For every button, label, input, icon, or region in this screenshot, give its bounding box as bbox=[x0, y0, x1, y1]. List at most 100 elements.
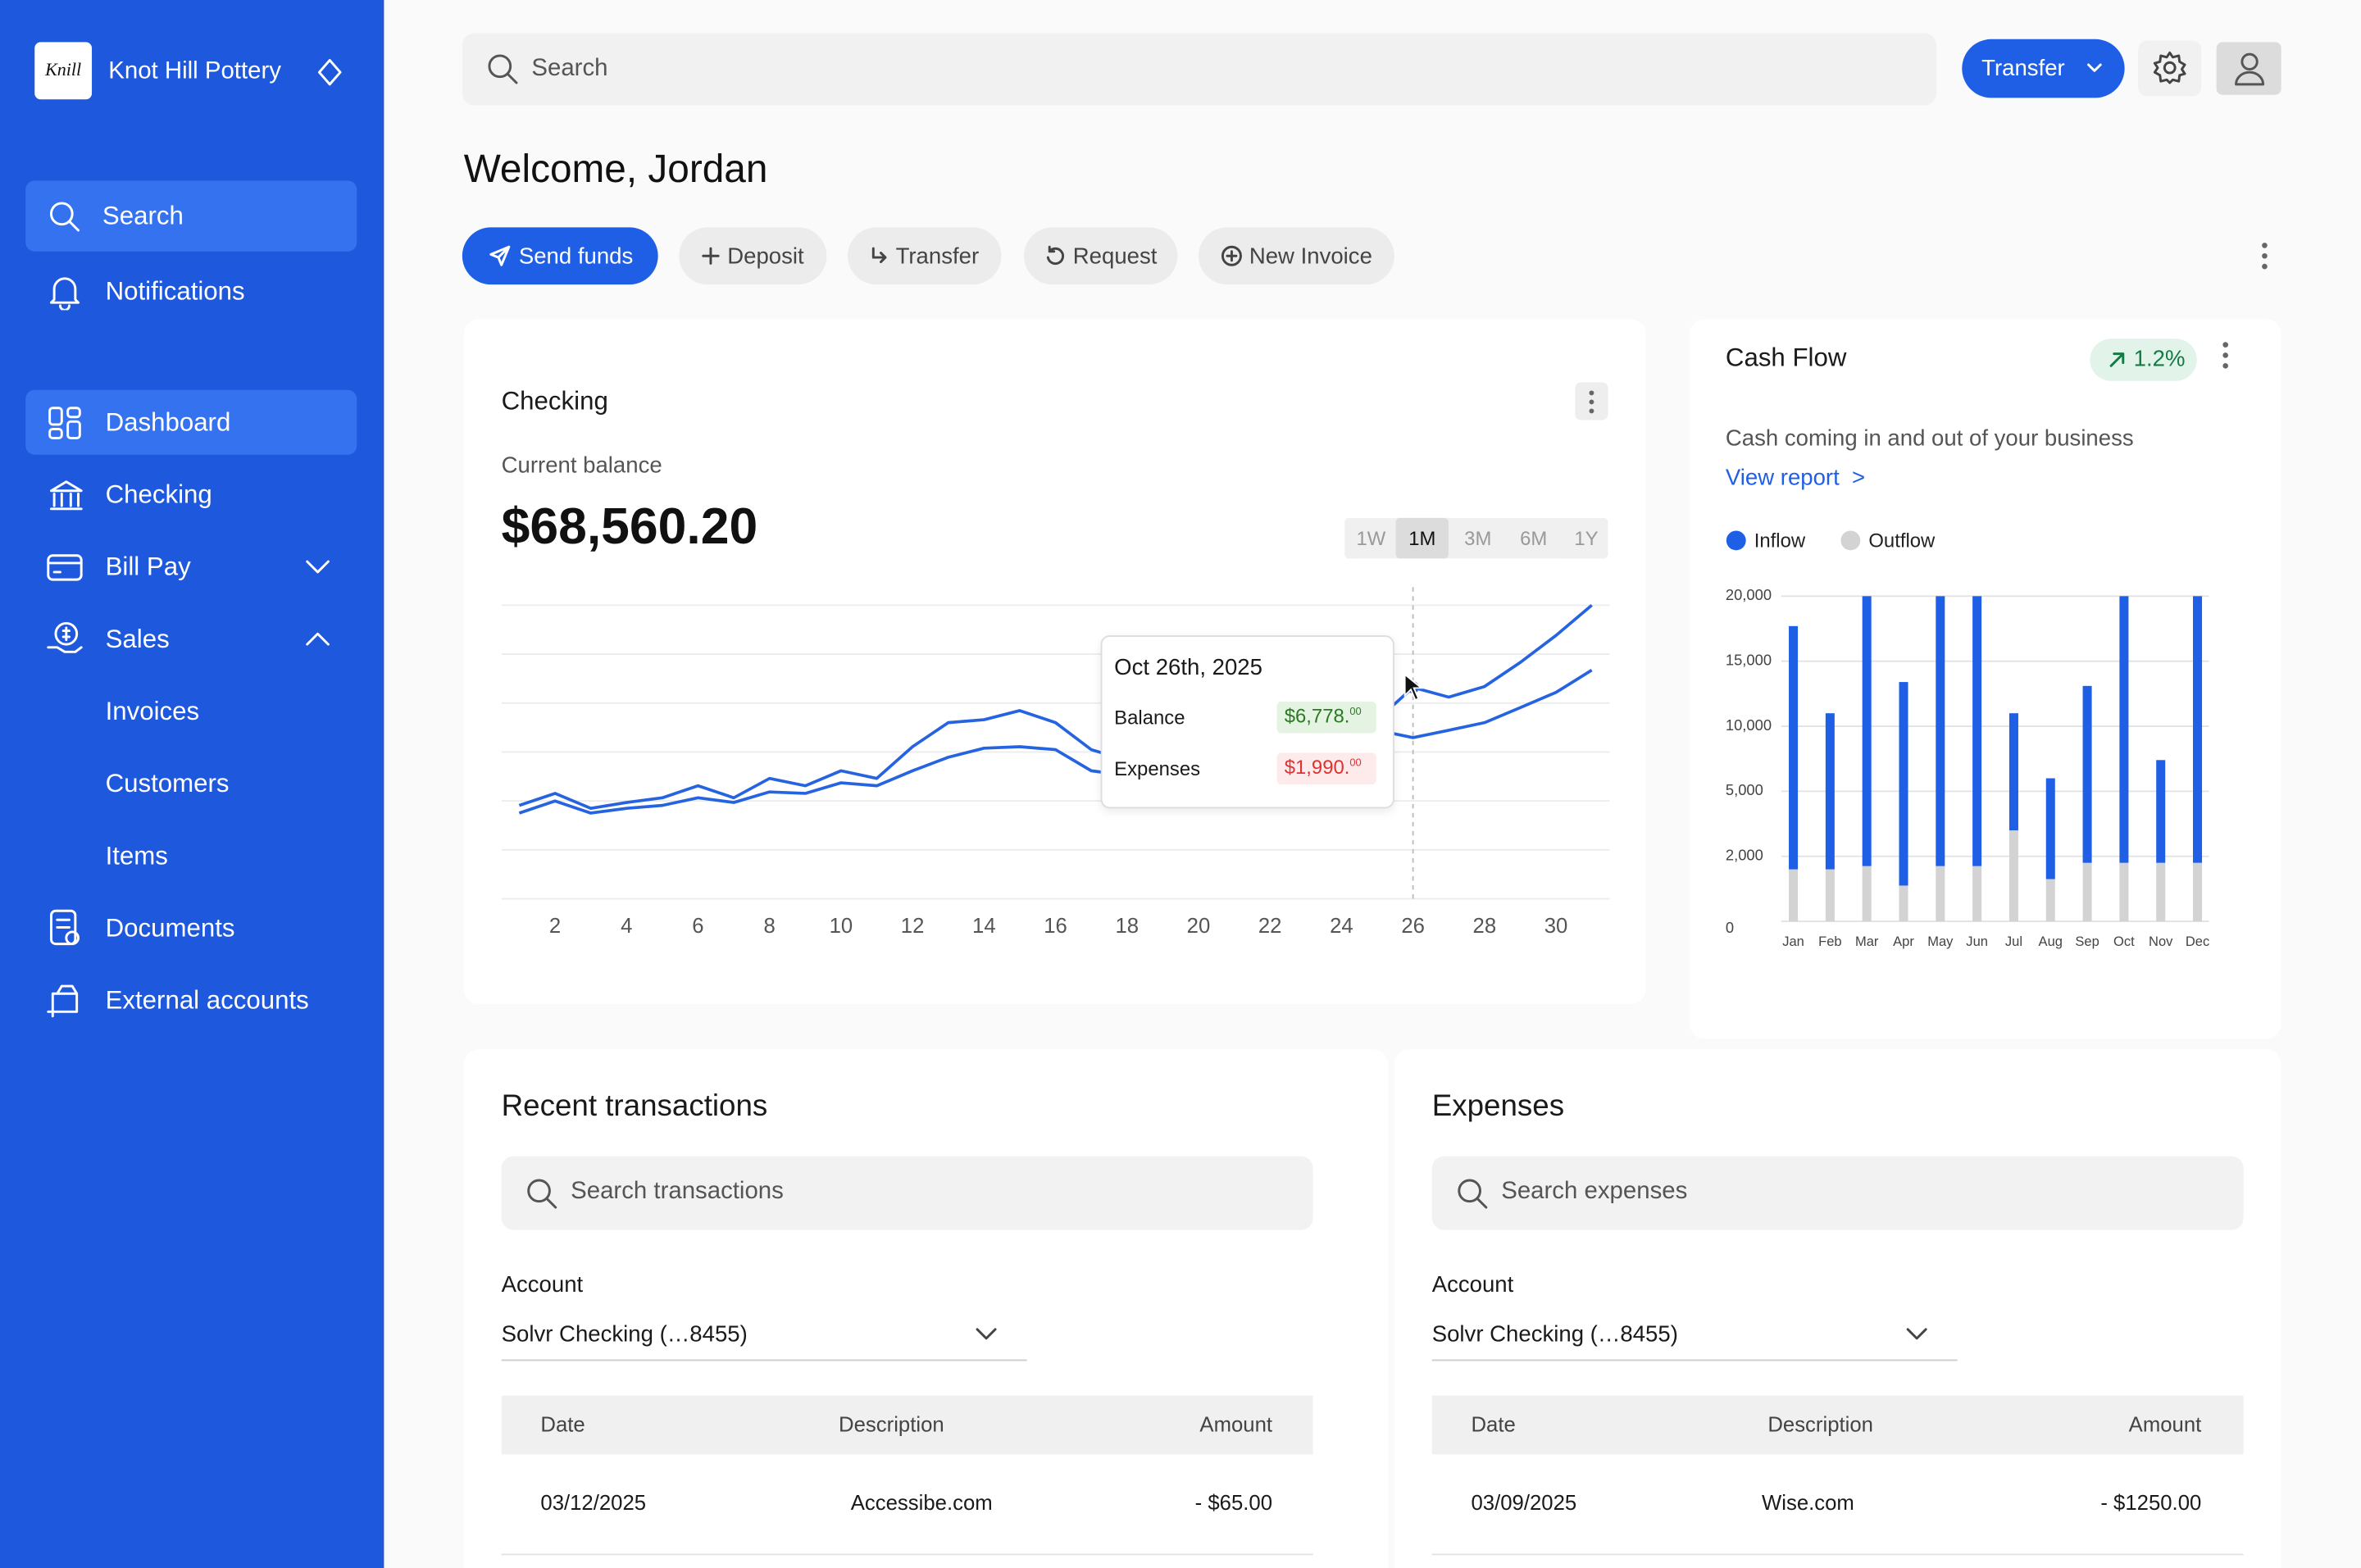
switch-icon[interactable] bbox=[315, 57, 345, 88]
x-tick-label: 6 bbox=[692, 915, 703, 938]
row-divider bbox=[1431, 1553, 2244, 1556]
new-invoice-button[interactable]: New Invoice bbox=[1199, 227, 1394, 285]
send-funds-button[interactable]: Send funds bbox=[462, 227, 658, 285]
account-select[interactable]: Solvr Checking (…8455) bbox=[501, 1321, 748, 1348]
range-option[interactable]: 3M bbox=[1464, 526, 1492, 550]
arrow-icon bbox=[871, 247, 887, 264]
search-placeholder: Search transactions bbox=[571, 1179, 784, 1205]
y-tick-label: 5,000 bbox=[1726, 781, 1763, 798]
range-option[interactable]: 1W bbox=[1356, 526, 1386, 550]
card-menu[interactable] bbox=[2219, 340, 2231, 370]
account-label: Account bbox=[1431, 1272, 1514, 1298]
company-name[interactable]: Knot Hill Pottery bbox=[108, 58, 281, 84]
bank-icon bbox=[49, 480, 83, 511]
range-selector bbox=[1344, 517, 1608, 559]
chevron-down[interactable] bbox=[1904, 1326, 1928, 1343]
x-tick-label: Feb bbox=[1818, 934, 1841, 949]
x-tick-label: 4 bbox=[621, 915, 632, 938]
cents: 00 bbox=[1349, 758, 1362, 769]
action-label: Deposit bbox=[727, 243, 804, 269]
column-header: Description bbox=[839, 1411, 944, 1437]
range-option[interactable]: 6M bbox=[1520, 526, 1548, 550]
nav-subitem[interactable]: Items bbox=[105, 841, 168, 870]
section-title: Recent transactions bbox=[501, 1089, 768, 1124]
x-tick-label: 28 bbox=[1473, 915, 1497, 938]
nav-subitem[interactable]: Customers bbox=[105, 769, 230, 798]
column-header: Amount bbox=[2128, 1411, 2202, 1437]
sidebar: Knill Knot Hill Pottery Search Notificat… bbox=[0, 0, 384, 1568]
x-tick-label: 14 bbox=[972, 915, 996, 938]
expenses-card bbox=[1394, 1049, 2281, 1568]
bell-icon bbox=[49, 277, 80, 311]
nav-item[interactable]: Documents bbox=[105, 913, 235, 943]
request-button[interactable]: Request bbox=[1023, 227, 1178, 285]
nav-notifications[interactable]: Notifications bbox=[105, 276, 245, 306]
nav-item[interactable]: Sales bbox=[105, 625, 170, 654]
x-tick-label: Aug bbox=[2039, 934, 2063, 949]
transactions-search[interactable] bbox=[501, 1156, 1313, 1230]
logo[interactable] bbox=[34, 42, 93, 100]
expenses-search[interactable] bbox=[1431, 1156, 2244, 1230]
chevron-down[interactable] bbox=[974, 1326, 998, 1343]
x-tick-label: 22 bbox=[1258, 915, 1282, 938]
line-series bbox=[518, 603, 1593, 811]
nav-item[interactable]: Dashboard bbox=[105, 407, 231, 437]
chevron-down[interactable] bbox=[304, 557, 331, 575]
y-tick-label: 20,000 bbox=[1726, 586, 1772, 603]
x-tick-label: 18 bbox=[1115, 915, 1139, 938]
tooltip-label: Balance bbox=[1114, 706, 1185, 729]
bar-segment bbox=[2156, 760, 2166, 863]
table-header bbox=[501, 1395, 1313, 1455]
bar-segment bbox=[1899, 885, 1908, 922]
column-header: Date bbox=[1471, 1411, 1516, 1437]
x-tick-label: Jul bbox=[2005, 934, 2022, 949]
nav-subitem[interactable]: Invoices bbox=[105, 697, 200, 726]
gear-icon bbox=[2153, 51, 2186, 84]
welcome-heading: Welcome, Jordan bbox=[463, 146, 768, 192]
more-menu[interactable] bbox=[2259, 241, 2271, 271]
nav-item[interactable]: External accounts bbox=[105, 986, 309, 1015]
account-select[interactable]: Solvr Checking (…8455) bbox=[1431, 1321, 1678, 1348]
logo-text: Knill bbox=[45, 58, 82, 80]
transfer-label: Transfer bbox=[1981, 55, 2065, 82]
deposit-button[interactable]: Deposit bbox=[679, 227, 827, 285]
line-series bbox=[518, 668, 1593, 815]
nav-search[interactable]: Search bbox=[102, 202, 184, 231]
x-tick-label: 12 bbox=[901, 915, 925, 938]
row-divider bbox=[501, 1553, 1313, 1556]
undo-icon bbox=[1046, 245, 1064, 266]
legend-swatch bbox=[1840, 530, 1861, 551]
sales-icon bbox=[47, 621, 83, 653]
x-tick-label: Nov bbox=[2149, 934, 2173, 949]
select-underline bbox=[1431, 1359, 1958, 1361]
action-label: Transfer bbox=[895, 243, 980, 269]
dashboard-highlight[interactable] bbox=[25, 389, 357, 455]
dashboard-icon bbox=[48, 407, 81, 439]
range-option[interactable]: 1Y bbox=[1574, 526, 1599, 550]
action-label: Send funds bbox=[518, 243, 634, 269]
nav-item[interactable]: Checking bbox=[105, 479, 212, 509]
range-option[interactable]: 1M bbox=[1408, 526, 1436, 550]
chevron-up[interactable] bbox=[304, 629, 331, 648]
search-highlight[interactable] bbox=[25, 180, 357, 252]
balance-amount: $68,560.20 bbox=[501, 498, 758, 556]
x-tick-label: 2 bbox=[549, 915, 561, 938]
top-search[interactable] bbox=[462, 33, 1937, 106]
cash-flow-card bbox=[1689, 319, 2281, 1039]
table-header bbox=[1431, 1395, 2244, 1455]
bar-segment bbox=[1972, 596, 1982, 866]
x-tick-label: 20 bbox=[1187, 915, 1211, 938]
x-tick-label: 24 bbox=[1330, 915, 1353, 938]
bar-segment bbox=[2119, 596, 2129, 863]
x-tick-label: Dec bbox=[2186, 934, 2209, 949]
settings-button[interactable] bbox=[2138, 40, 2202, 97]
transfer-action-button[interactable]: Transfer bbox=[848, 227, 1002, 285]
bar-segment bbox=[1936, 866, 1945, 922]
x-tick-label: 16 bbox=[1044, 915, 1067, 938]
external-icon bbox=[47, 984, 79, 1018]
nav-item[interactable]: Bill Pay bbox=[105, 552, 191, 581]
tooltip-label: Expenses bbox=[1114, 757, 1201, 780]
bar-segment bbox=[1899, 682, 1908, 886]
view-report-link[interactable]: View report > bbox=[1725, 465, 1866, 491]
documents-icon bbox=[49, 909, 80, 946]
